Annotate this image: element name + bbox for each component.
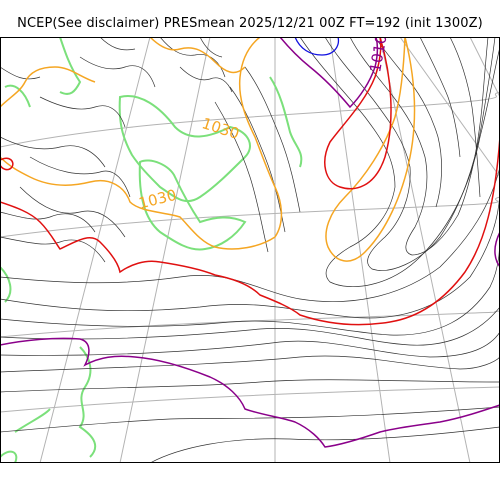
isobars [0,37,500,463]
contour-label-1030-b: 1030 [137,186,178,213]
isobar-blue [294,37,340,56]
chart-title: NCEP(See disclaimer) PRESmean 2025/12/21… [17,16,483,31]
isobar-red [0,37,500,326]
coastlines [0,37,303,463]
graticule [0,37,500,463]
map-plot-area: 1030 1030 1010 [0,37,500,463]
contour-labels: 1030 1030 1010 [137,37,391,213]
pressure-map: 1030 1030 1010 [0,37,500,463]
isobar-1030 [0,37,416,262]
